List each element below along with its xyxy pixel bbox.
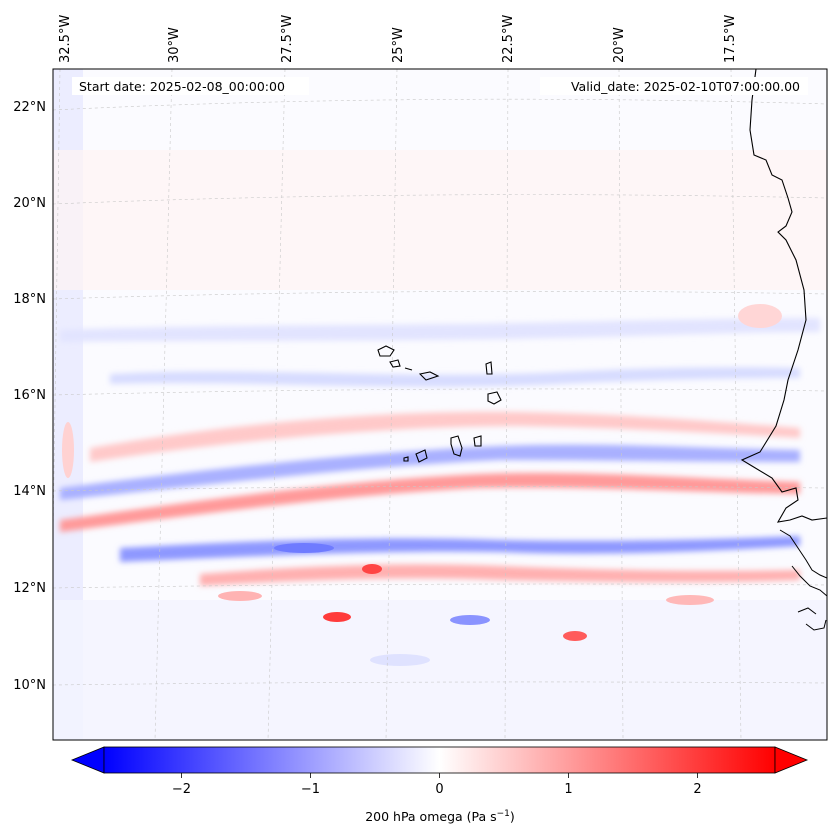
colorbar-label-main: 200 hPa omega (Pa s — [365, 809, 496, 824]
map-area — [52, 68, 828, 741]
grid-lon-22.5 — [504, 69, 509, 740]
omega-bands — [60, 318, 820, 586]
south-faint-blue — [53, 600, 827, 740]
blob-blue-1 — [274, 543, 334, 553]
grid-lon-30 — [154, 69, 173, 740]
band-13.6N-red — [60, 472, 800, 532]
blob-red-3 — [563, 631, 587, 641]
band-15.4N-red — [90, 411, 800, 462]
omega-field — [53, 69, 827, 740]
blob-blue-2 — [450, 615, 490, 625]
lon-label-20W: 20°W — [612, 27, 627, 63]
lon-label-17.5W: 17.5°W — [723, 15, 738, 63]
colorbar-ticks: −2 −1 0 1 2 — [172, 773, 702, 797]
coastline-guinea-islands — [779, 529, 827, 631]
lon-label-22.5W: 22.5°W — [501, 15, 516, 63]
grid-lat-12 — [53, 583, 827, 589]
grid-lat-20 — [53, 194, 827, 205]
colorbar-tick-label: 0 — [435, 782, 443, 797]
cape-verde-islands — [377, 345, 502, 463]
colorbar-tick-label: 1 — [564, 782, 572, 797]
island-santo-antao — [377, 345, 395, 357]
island-santa-luzia — [404, 367, 413, 371]
island-sao-vicente — [389, 359, 401, 368]
graticule — [53, 69, 827, 740]
band-14N-blue — [60, 444, 800, 500]
colorbar-tick-label: 2 — [693, 782, 701, 797]
blob-red-1 — [362, 564, 382, 574]
blob-red-ne — [738, 304, 782, 328]
colorbar-extend-high — [774, 746, 809, 774]
colorbar-label: 200 hPa omega (Pa s−1) — [365, 809, 515, 824]
grid-lat-22 — [53, 98, 827, 111]
lon-label-27.5W: 27.5°W — [280, 15, 295, 63]
lon-label-30W: 30°W — [167, 27, 182, 63]
grid-lat-16 — [53, 388, 827, 396]
island-fogo — [415, 449, 428, 463]
grid-lat-10 — [53, 681, 827, 686]
grid-lon-17.5 — [730, 69, 742, 740]
coastline-africa — [740, 69, 827, 523]
blob-red-5 — [666, 595, 714, 605]
grid-lon-27.5 — [267, 69, 286, 740]
island-brava — [403, 456, 409, 462]
lat-label-10N: 10°N — [13, 678, 46, 693]
lat-label-16N: 16°N — [13, 388, 46, 403]
valid-date-box — [540, 77, 808, 95]
colorbar: −2 −1 0 1 2 200 hPa omega (Pa s−1) — [70, 746, 809, 824]
omega-blobs — [62, 304, 782, 666]
lat-tick-labels: 22°N 20°N 18°N 16°N 14°N 12°N 10°N — [13, 100, 46, 693]
map-frame — [52, 68, 828, 741]
lon-label-32.5W: 32.5°W — [58, 15, 73, 63]
grid-lon-25 — [385, 69, 398, 740]
colorbar-extend-low — [70, 746, 105, 774]
band-12.8N-blue — [120, 536, 800, 562]
colorbar-label-exp: −1 — [497, 809, 510, 819]
start-date-label: Start date: 2025-02-08_00:00:00 — [79, 79, 285, 94]
blob-red-2 — [323, 612, 351, 622]
lat-label-18N: 18°N — [13, 292, 46, 307]
lon-label-25W: 25°W — [391, 27, 406, 63]
lon-tick-labels: 32.5°W 30°W 27.5°W 25°W 22.5°W 20°W 17.5… — [58, 15, 738, 63]
island-sal — [485, 361, 493, 375]
lat-label-14N: 14°N — [13, 484, 46, 499]
blob-blue-3 — [370, 654, 430, 666]
island-santiago — [450, 435, 463, 457]
valid-date-label: Valid_date: 2025-02-10T07:00:00.00 — [571, 79, 800, 94]
island-maio — [473, 435, 482, 447]
start-date-box — [72, 77, 309, 95]
colorbar-tick-label: −2 — [172, 782, 191, 797]
colorbar-label-close: ) — [510, 809, 515, 824]
colorbar-tick-label: −1 — [301, 782, 320, 797]
lat-label-12N: 12°N — [13, 581, 46, 596]
lat-label-20N: 20°N — [13, 196, 46, 211]
blob-red-4 — [218, 591, 262, 601]
band-12.4N-red — [200, 564, 800, 586]
date-annotations: Start date: 2025-02-08_00:00:00 Valid_da… — [72, 77, 808, 95]
island-boa-vista — [487, 391, 502, 405]
grid-lon-20 — [618, 69, 624, 740]
north-faint-red — [53, 150, 827, 290]
grid-lat-18 — [53, 290, 827, 300]
blob-red-west — [62, 422, 74, 478]
band-18N-blue — [60, 318, 820, 342]
lat-label-22N: 22°N — [13, 100, 46, 115]
island-sao-nicolau — [418, 371, 440, 381]
band-17N-blue — [110, 367, 800, 387]
colorbar-gradient — [103, 746, 776, 774]
grid-lat-14 — [53, 486, 827, 492]
